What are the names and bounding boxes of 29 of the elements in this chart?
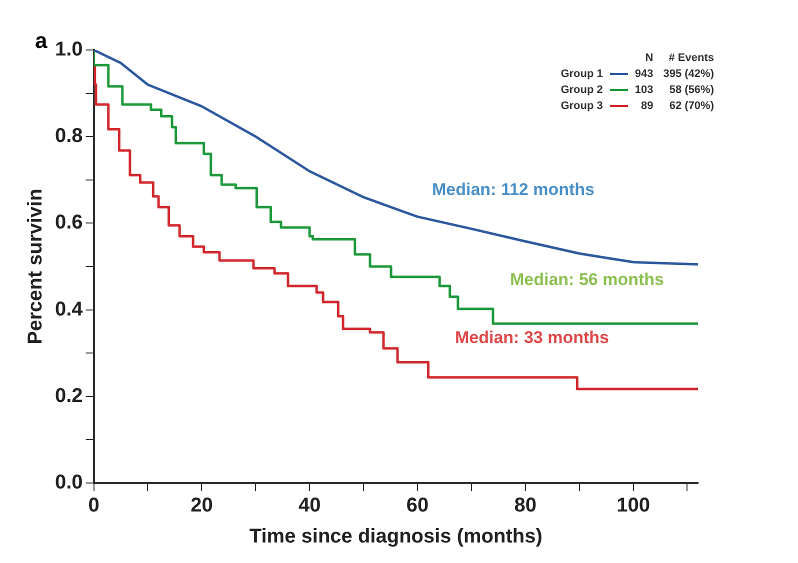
x-tick-label: 0: [88, 494, 100, 517]
x-tick-label: 60: [406, 494, 429, 517]
x-tick-label: 20: [190, 494, 213, 517]
y-axis-title: Percent survivin: [24, 188, 47, 344]
y-tick-label: 1.0: [54, 38, 83, 61]
annotation: 943: [634, 67, 654, 82]
legend-label: Group 1: [560, 67, 604, 82]
legend-label: Group 2: [560, 83, 604, 98]
annotation: 395 (42%): [662, 67, 715, 82]
x-tick-label: 100: [616, 494, 650, 517]
annotation: Median: 112 months: [432, 180, 594, 200]
annotation: 89: [640, 99, 654, 114]
text: a: [35, 28, 48, 54]
y-tick-label: 0.6: [54, 212, 83, 234]
annotation: 62 (70%): [668, 99, 715, 114]
y-tick-label: 0.8: [54, 125, 83, 148]
y-tick-label: 0.2: [54, 384, 83, 407]
y-tick-label: 0.0: [54, 472, 83, 494]
x-tick-label: 40: [298, 494, 321, 517]
annotation: N: [644, 51, 654, 66]
legend-label: Group 3: [560, 99, 604, 114]
annotation: Median: 33 months: [455, 328, 609, 348]
annotation: 103: [634, 83, 654, 98]
annotation: Median: 56 months: [510, 270, 664, 290]
y-tick-label: 0.4: [54, 298, 84, 320]
annotation: 58 (56%): [668, 83, 715, 98]
x-tick-label: 80: [514, 494, 536, 517]
annotation: # Events: [668, 51, 715, 66]
x-axis-title: Time since diagnosis (months): [249, 526, 542, 548]
